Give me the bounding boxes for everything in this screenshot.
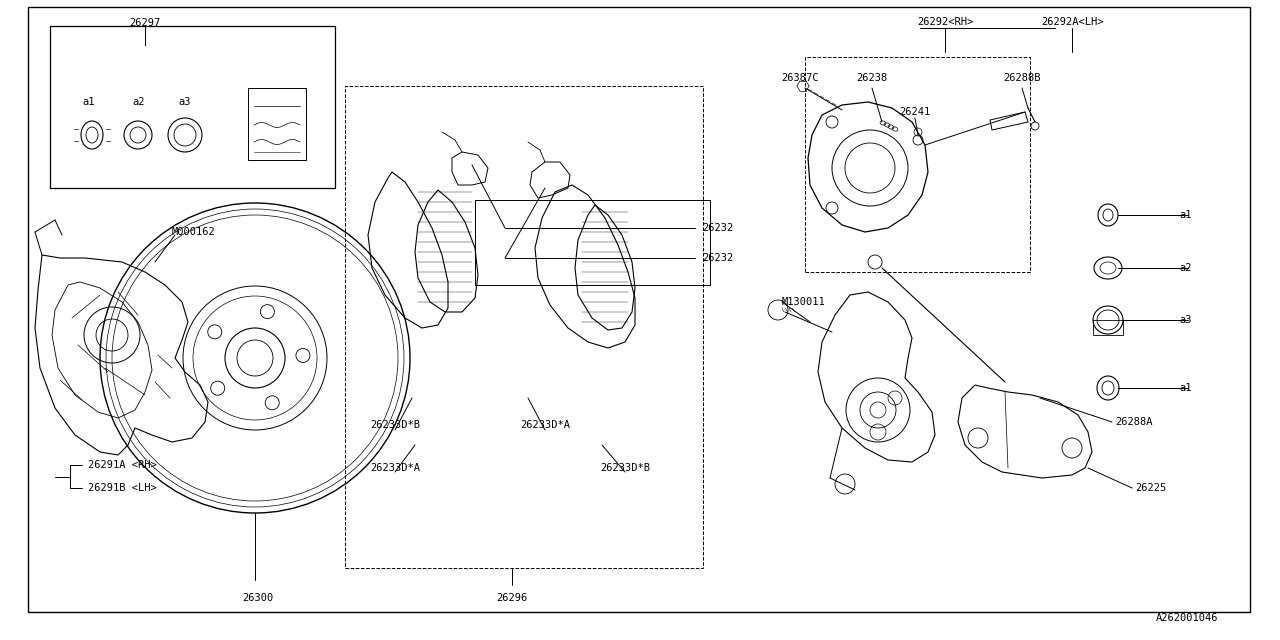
Text: 26233D*B: 26233D*B [370,420,420,430]
Text: a1: a1 [82,97,95,107]
Bar [248,88,306,160]
Polygon shape [989,112,1028,130]
Text: a3: a3 [1179,315,1192,325]
Text: a1: a1 [1179,383,1192,393]
Text: a1: a1 [1179,210,1192,220]
Bar [346,86,703,568]
Text: 26387C: 26387C [781,73,819,83]
Bar [805,57,1030,272]
Text: 26291B <LH>: 26291B <LH> [88,483,156,493]
Text: M000162: M000162 [172,227,216,237]
Text: 26296: 26296 [497,593,527,603]
Text: 26241: 26241 [900,107,931,117]
Text: 26225: 26225 [1135,483,1166,493]
Bar [1093,320,1123,335]
Bar [50,26,335,188]
Bar [475,200,710,285]
Text: 26233D*A: 26233D*A [520,420,570,430]
Text: M130011: M130011 [782,297,826,307]
Text: a2: a2 [132,97,145,107]
Text: 26288A: 26288A [1115,417,1152,427]
Text: 26232: 26232 [701,253,733,263]
Text: 26300: 26300 [242,593,274,603]
Text: 26233D*A: 26233D*A [370,463,420,473]
Text: 26238: 26238 [856,73,887,83]
Text: 26297: 26297 [129,18,160,28]
Text: A262001046: A262001046 [1156,613,1219,623]
Text: 26233D*B: 26233D*B [600,463,650,473]
Text: 26232: 26232 [701,223,733,233]
Text: 26288B: 26288B [1004,73,1041,83]
Text: a2: a2 [1179,263,1192,273]
Text: 26291A <RH>: 26291A <RH> [88,460,156,470]
Text: 26292<RH>: 26292<RH> [916,17,973,27]
Text: a3: a3 [178,97,191,107]
Text: 26292A<LH>: 26292A<LH> [1041,17,1103,27]
